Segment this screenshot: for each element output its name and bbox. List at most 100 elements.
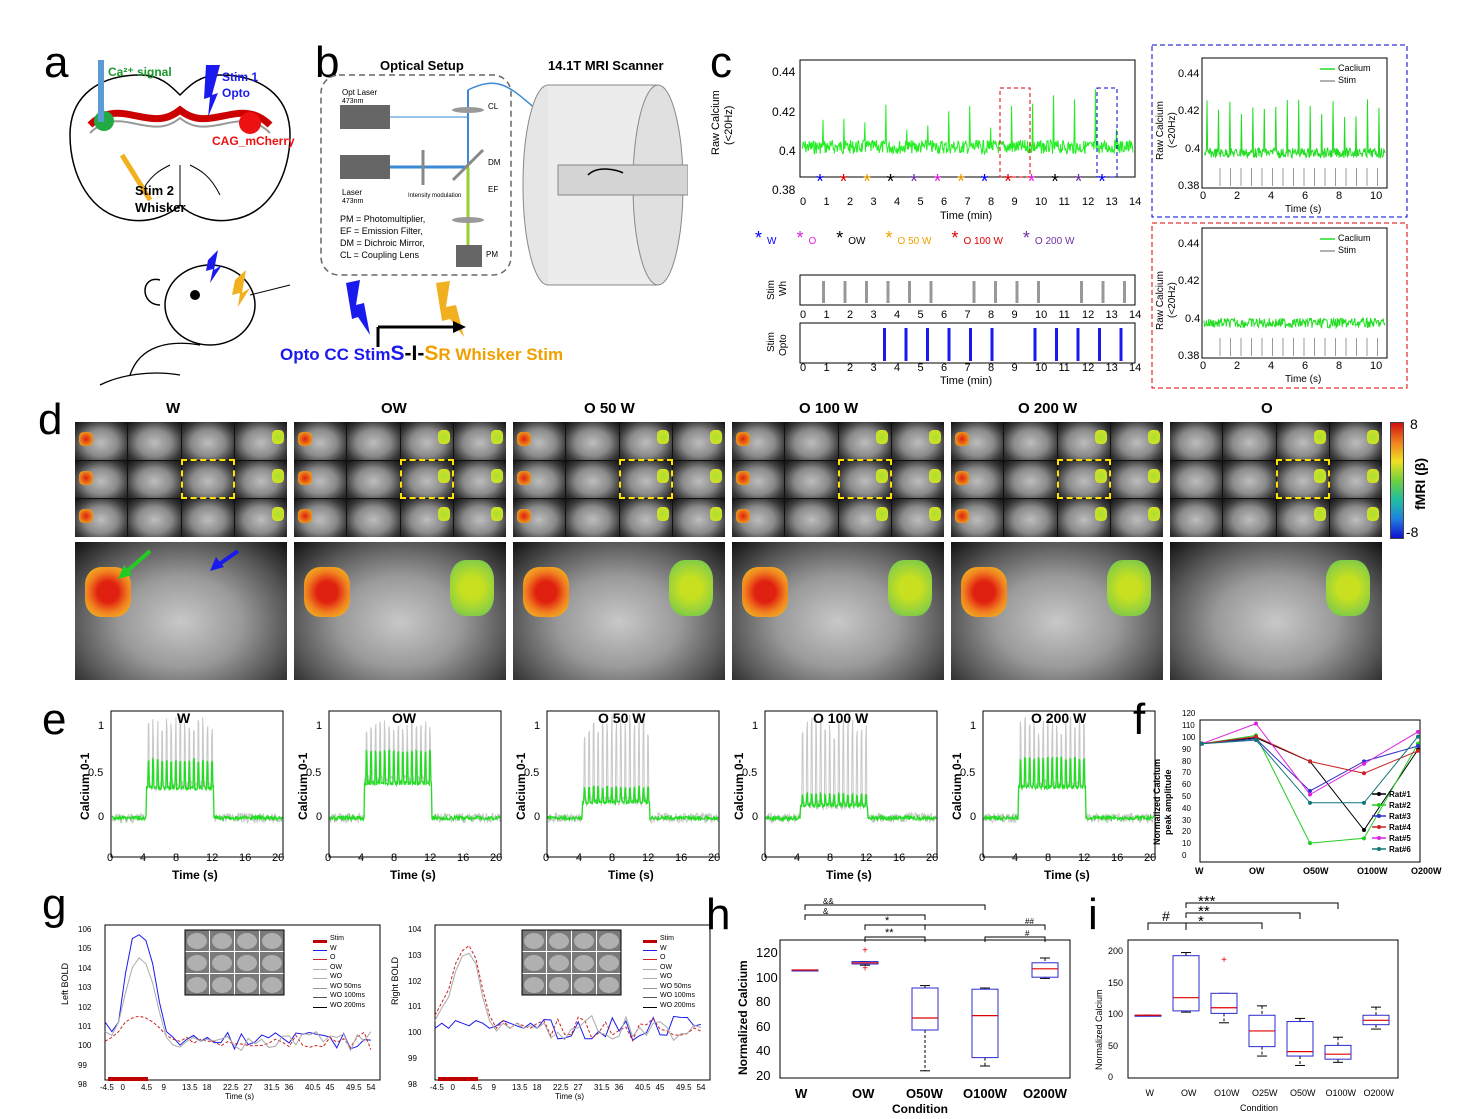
panel-letter-d: d bbox=[38, 395, 63, 444]
c-xtick-wh: 5 bbox=[917, 309, 924, 321]
g-legend-swatch bbox=[313, 940, 327, 943]
g-right-xtick: 4.5 bbox=[471, 1083, 483, 1092]
stim-opto-track bbox=[883, 328, 1123, 361]
mri-slice bbox=[619, 499, 672, 537]
g-left-ytick: 102 bbox=[78, 1002, 92, 1012]
g-right-ytick: 104 bbox=[408, 925, 422, 934]
e-xtick: 12 bbox=[206, 852, 219, 864]
c-xtick: 9 bbox=[1011, 196, 1018, 208]
g-inset-frame bbox=[184, 929, 285, 996]
h-sig-bracket bbox=[984, 936, 1046, 942]
g-inset-brain bbox=[549, 933, 569, 949]
i-sig-label: *** bbox=[1198, 895, 1216, 910]
e-title-1: OW bbox=[392, 710, 417, 726]
mri-slice bbox=[513, 499, 566, 537]
f-ytick: 50 bbox=[1182, 792, 1191, 801]
setup-legend-1: PM = Photomultiplier, bbox=[340, 214, 426, 224]
mri-activation bbox=[491, 507, 503, 522]
g-legend-label-1: WO 200ms bbox=[660, 1001, 696, 1009]
h-xtick: W bbox=[795, 1086, 808, 1101]
g-left-ytick: 105 bbox=[78, 944, 92, 954]
opto-stim-bar bbox=[883, 328, 886, 361]
c-xtick-opto: 11 bbox=[1058, 362, 1070, 374]
f-point bbox=[1416, 748, 1420, 753]
g-legend-swatch bbox=[643, 949, 657, 951]
f-legend-marker bbox=[1377, 836, 1381, 840]
mri-slice bbox=[566, 422, 619, 460]
selected-slice-box bbox=[181, 459, 235, 499]
mri-slice bbox=[891, 422, 944, 460]
left-activation bbox=[742, 567, 788, 617]
inset1-legend-calcium: Caclium bbox=[1338, 63, 1371, 73]
g-series-line bbox=[434, 952, 702, 1042]
mri-activation bbox=[736, 509, 750, 524]
ca-signal-label: Ca²⁺ signal bbox=[108, 65, 172, 79]
mri-activation bbox=[656, 430, 669, 444]
g-legend-label-0: OW bbox=[330, 963, 343, 971]
e-axes bbox=[982, 710, 1156, 858]
e-title-4: O 200 W bbox=[1031, 710, 1087, 726]
f-xtick: W bbox=[1195, 866, 1204, 876]
opto-cc-stim-label: Opto CC StimS-I-SR Whisker Stim bbox=[280, 342, 563, 366]
g-right-xtick: 40.5 bbox=[635, 1083, 651, 1092]
c-xtick-opto: 4 bbox=[894, 362, 901, 374]
mri-activation bbox=[491, 468, 503, 483]
g-right-xtick: 18 bbox=[532, 1083, 542, 1092]
legend-item: * OW bbox=[836, 228, 865, 248]
h-ytick: 40 bbox=[756, 1043, 771, 1059]
e-trial-traces bbox=[983, 716, 1155, 824]
mri-activation bbox=[929, 430, 941, 444]
mri-activation bbox=[875, 430, 888, 444]
e-mean-trace bbox=[983, 756, 1155, 823]
calcium-trace: * * * * * * * * * * * * * bbox=[801, 89, 1134, 193]
mri-slice bbox=[1110, 422, 1163, 460]
mri-activation bbox=[710, 507, 722, 522]
mri-activation bbox=[1313, 468, 1326, 483]
f-legend-label: Rat#6 bbox=[1389, 845, 1411, 854]
mri-slice bbox=[891, 460, 944, 499]
d-title-4: O 200 W bbox=[1018, 400, 1078, 417]
mri-activation bbox=[710, 468, 722, 483]
c-xtick: 7 bbox=[964, 196, 971, 208]
box-iqr bbox=[1031, 962, 1059, 978]
g-inset-brain bbox=[549, 955, 569, 971]
mri-slice bbox=[1057, 422, 1110, 460]
whisker-stim-bar bbox=[822, 281, 825, 303]
condition-asterisk: * bbox=[981, 171, 989, 193]
opto-stim-bar bbox=[1119, 328, 1123, 361]
mri-slice bbox=[1276, 499, 1329, 537]
e-trace-4 bbox=[982, 710, 1156, 858]
mri-slice-grid bbox=[513, 422, 725, 537]
legend-asterisk: * bbox=[951, 228, 964, 248]
g-left-xtick: 4.5 bbox=[141, 1083, 153, 1092]
c-xtick-wh: 0 bbox=[800, 309, 807, 321]
e-xtick: 0 bbox=[761, 852, 768, 864]
f-ytick: 80 bbox=[1182, 756, 1191, 766]
e-xtick: 12 bbox=[642, 852, 655, 864]
g-series-line bbox=[104, 1015, 372, 1050]
mri-slice bbox=[75, 499, 128, 537]
mri-slice bbox=[75, 422, 128, 460]
c-xtick-wh: 11 bbox=[1058, 309, 1070, 321]
i-xtick: O200W bbox=[1363, 1088, 1395, 1098]
f-ytick: 120 bbox=[1182, 709, 1196, 719]
whisker-label: Whisker bbox=[135, 200, 186, 215]
mri-slice bbox=[400, 422, 453, 460]
f-xtick: O100W bbox=[1357, 866, 1388, 876]
c-xtick: 3 bbox=[870, 196, 877, 208]
e-xtick: 8 bbox=[391, 852, 398, 864]
mri-activation bbox=[1367, 507, 1379, 522]
c-xtick: 6 bbox=[941, 196, 948, 208]
g-inset-brain bbox=[187, 933, 207, 949]
mri-slice bbox=[453, 460, 506, 499]
g-legend-swatch bbox=[643, 940, 657, 943]
inset2-xtick: 10 bbox=[1370, 360, 1383, 372]
box-outlier: + bbox=[862, 946, 868, 957]
inset2-xtick: 8 bbox=[1336, 360, 1343, 372]
e-trace-0 bbox=[110, 710, 284, 858]
mri-slice bbox=[294, 460, 347, 499]
mri-slice-grid bbox=[75, 422, 287, 537]
ef-label: EF bbox=[488, 185, 499, 194]
mri-activation bbox=[272, 430, 284, 444]
f-legend-label: Rat#2 bbox=[1389, 801, 1411, 810]
